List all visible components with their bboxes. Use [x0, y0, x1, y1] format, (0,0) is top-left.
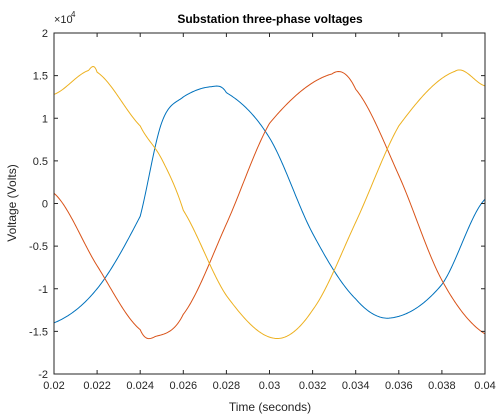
series-line-3 — [53, 65, 486, 340]
x-tick-label: 0.036 — [385, 380, 413, 392]
x-tick-label: 0.04 — [474, 380, 495, 392]
x-tick-label: 0.024 — [126, 380, 154, 392]
y-tick-label: -1 — [38, 284, 48, 296]
y-tick-label: -2 — [38, 369, 48, 381]
chart-title: Substation three-phase voltages — [177, 12, 363, 26]
y-axis-label: Voltage (Volts) — [5, 164, 19, 241]
x-axis-label: Time (seconds) — [229, 400, 311, 414]
y-exponent-base: ×10 — [54, 14, 73, 26]
x-tick-label: 0.034 — [342, 380, 370, 392]
y-tick-label: 0 — [42, 199, 48, 211]
x-tick-label: 0.032 — [299, 380, 327, 392]
plot-area: 0.02 0.022 0.024 0.026 0.028 0.03 0.032 0.034 0.… — [29, 28, 496, 392]
x-tick-label: 0.02 — [43, 380, 64, 392]
y-tick-label: 2 — [42, 28, 48, 40]
x-tick-label: 0.022 — [83, 380, 111, 392]
series-line-1 — [53, 85, 486, 324]
y-tick-label: -0.5 — [29, 241, 48, 253]
y-tick-label: 0.5 — [33, 156, 48, 168]
x-tick-label: 0.03 — [259, 380, 280, 392]
series-line-2 — [53, 71, 486, 340]
y-axis-exponent: ×10 4 — [54, 10, 76, 26]
y-exponent-power: 4 — [71, 10, 76, 19]
x-tick-label: 0.028 — [213, 380, 241, 392]
plot-background — [54, 33, 485, 374]
y-tick-label: 1.5 — [33, 71, 48, 83]
x-tick-label: 0.038 — [428, 380, 456, 392]
y-tick-label: 1 — [42, 113, 48, 125]
y-tick-label: -1.5 — [29, 326, 48, 338]
x-tick-label: 0.026 — [170, 380, 198, 392]
